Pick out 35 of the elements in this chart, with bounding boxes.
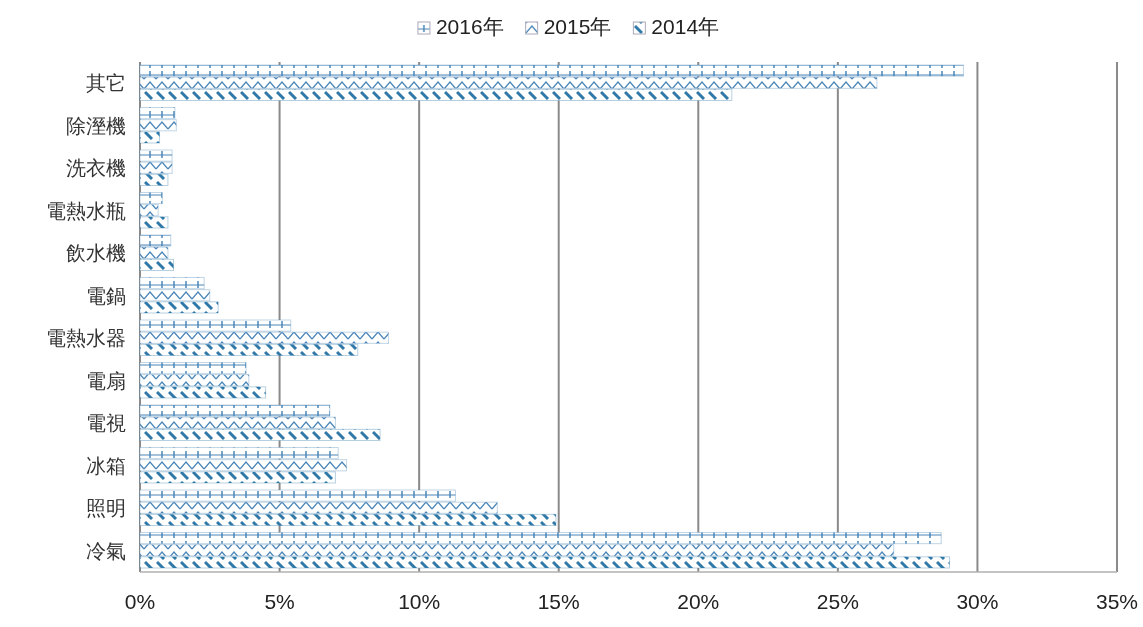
legend-label: 2016年	[435, 15, 504, 38]
y-tick-label: 電熱水器	[46, 327, 126, 350]
x-tick-label: 25%	[816, 590, 859, 613]
y-tick-label: 其它	[86, 72, 126, 95]
y-tick-label: 電鍋	[86, 284, 126, 307]
legend-label: 2014年	[651, 15, 720, 38]
bar	[139, 258, 174, 271]
y-tick-label: 飲水機	[66, 242, 126, 265]
bar	[139, 471, 336, 484]
legend-label: 2015年	[543, 15, 612, 38]
bar	[139, 131, 161, 144]
y-tick-label: 冰箱	[86, 454, 126, 477]
x-tick-label: 0%	[124, 590, 156, 613]
bar	[139, 386, 267, 399]
y-tick-label: 電扇	[86, 369, 126, 392]
y-tick-label: 電熱水瓶	[46, 199, 126, 222]
bar	[139, 173, 169, 186]
bar	[139, 343, 359, 356]
x-tick-label: 10%	[398, 590, 441, 613]
y-tick-label: 冷氣	[86, 539, 126, 562]
bar	[139, 513, 557, 526]
x-tick-label: 20%	[677, 590, 720, 613]
bar	[139, 556, 951, 569]
y-tick-label: 洗衣機	[66, 157, 126, 180]
x-tick-label: 15%	[537, 590, 580, 613]
bar	[139, 88, 733, 101]
x-tick-label: 30%	[956, 590, 999, 613]
bar	[139, 428, 381, 441]
y-tick-label: 電視	[86, 412, 126, 435]
x-tick-label: 35%	[1095, 590, 1139, 613]
bar	[139, 301, 219, 314]
y-tick-label: 除溼機	[66, 114, 126, 137]
x-tick-label: 5%	[264, 590, 295, 613]
y-tick-label: 照明	[86, 497, 126, 520]
bar	[139, 216, 169, 229]
